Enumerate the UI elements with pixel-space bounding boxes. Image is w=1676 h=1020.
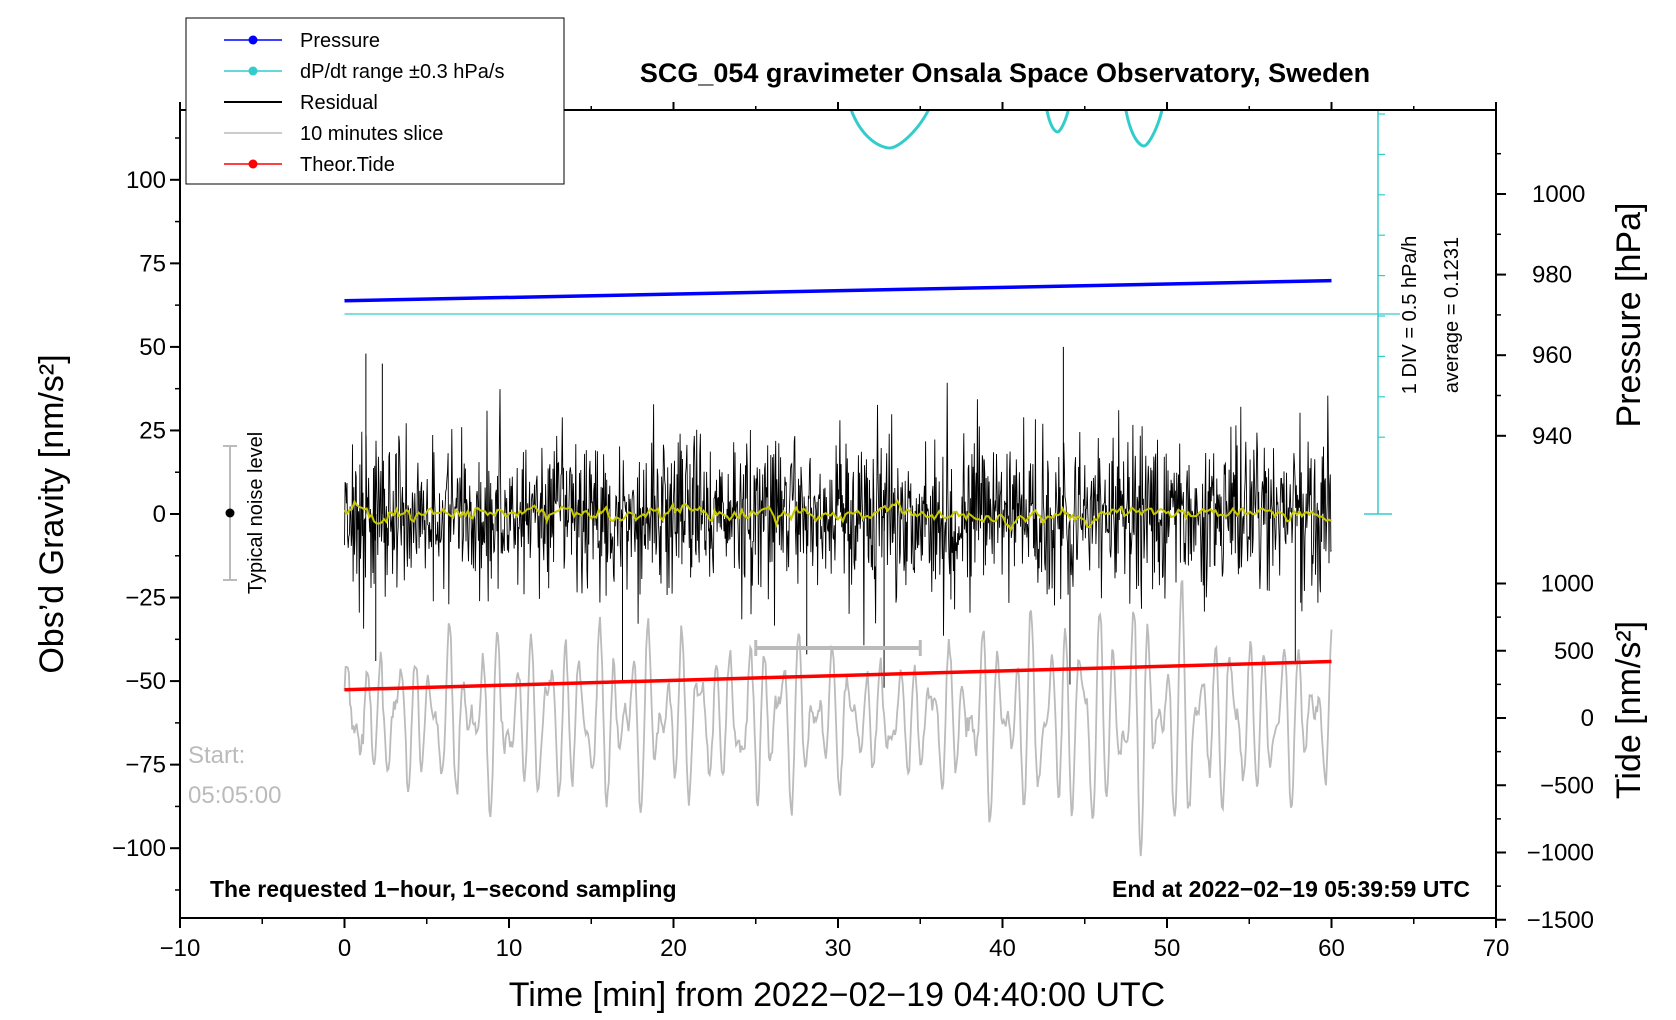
x-tick-label: 10 [496,935,523,962]
start-label: Start: [188,742,245,769]
tide-tick-label: −500 [1540,772,1594,799]
axis-ticks: −10 0 10 20 30 40 50 60 701007550250−25−50−75−10… [112,102,1594,962]
tide-tick-label: 0 [1581,705,1594,732]
x-tick-label: 30 [825,935,852,962]
y-axis-label-tide: Tide [nm/s²] [1610,621,1648,799]
pressure-tick-label: 940 [1532,423,1572,450]
y-tick-label: 100 [126,167,166,194]
tide-line [344,659,1332,692]
legend-marker [248,66,258,76]
legend-marker [248,35,258,45]
y-tick-label: 50 [139,334,166,361]
div-label: 1 DIV = 0.5 hPa/h [1399,236,1421,394]
x-tick-label: 50 [1154,935,1181,962]
y-tick-label: −100 [112,835,166,862]
start-time: 05:05:00 [188,782,281,809]
legend-label: Residual [300,92,378,114]
dpdt-dip [1045,109,1070,134]
x-tick-label: 70 [1483,935,1510,962]
chart-traces [343,109,1400,857]
legend-label: Pressure [300,30,380,52]
legend-marker [248,159,258,169]
y-tick-label: −75 [125,752,166,779]
dpdt-dip [849,109,930,150]
slice-trace [343,580,1333,857]
x-tick-label: 0 [338,935,351,962]
dpdt-dip [1124,109,1164,148]
legend-label: dP/dt range ±0.3 hPa/s [300,61,504,83]
x-tick-label: 20 [660,935,687,962]
y-axis-label-left: Obs’d Gravity [nm/s²] [33,354,71,673]
noise-level-indicator: Typical noise level [223,432,267,594]
pressure-line [344,278,1332,303]
y-tick-label: −50 [125,668,166,695]
pressure-tick-label: 960 [1532,342,1572,369]
tide-tick-label: −1000 [1527,840,1594,867]
chart-title: SCG_054 gravimeter Onsala Space Observat… [640,58,1370,88]
y-tick-label: 0 [153,501,166,528]
tide-tick-label: 500 [1554,638,1594,665]
y-tick-label: 75 [139,250,166,277]
pressure-tick-label: 980 [1532,262,1572,289]
x-axis-label: Time [min] from 2022−02−19 04:40:00 UTC [509,976,1165,1014]
y-axis-label-pressure: Pressure [hPa] [1610,203,1648,428]
legend-label: 10 minutes slice [300,123,443,145]
tide-tick-label: −1500 [1527,907,1594,934]
tide-tick-label: 1000 [1541,571,1594,598]
bottom-left-note: The requested 1−hour, 1−second sampling [210,876,677,902]
noise-dot [225,508,235,518]
smooth-trace [343,498,1332,532]
x-tick-label: 60 [1318,935,1345,962]
y-tick-label: −25 [125,585,166,612]
noise-label: Typical noise level [245,432,267,594]
legend: Pressure dP/dt range ±0.3 hPa/s Residual 10… [185,17,565,185]
bottom-right-note: End at 2022−02−19 05:39:59 UTC [1112,876,1470,902]
legend-label: Theor.Tide [300,154,395,176]
residual-trace [344,382,1332,646]
y-tick-label: 25 [139,417,166,444]
x-tick-label: −10 [160,935,201,962]
x-tick-label: 40 [989,935,1016,962]
average-label: average = 0.1231 [1441,237,1463,393]
pressure-tick-label: 1000 [1532,181,1585,208]
